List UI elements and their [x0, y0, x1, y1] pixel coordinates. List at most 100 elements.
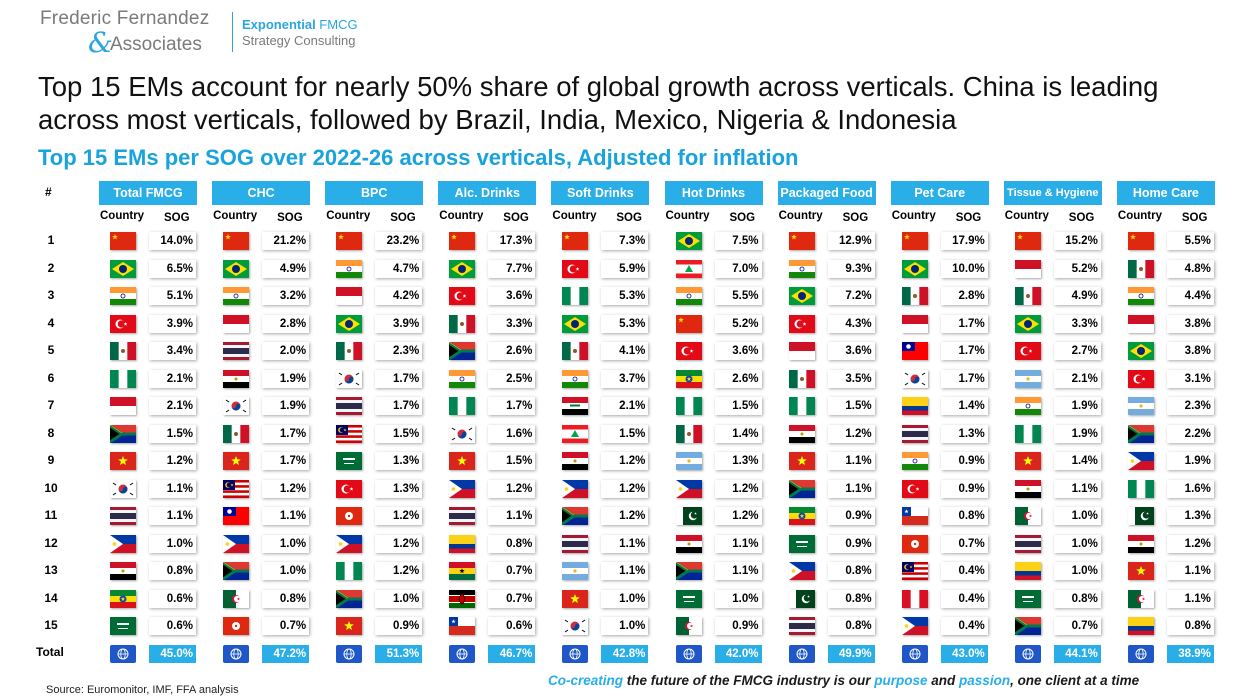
flag-philippines: [110, 534, 136, 553]
sog-column-header: SOG: [1181, 212, 1208, 224]
sog-column-header: SOG: [1068, 212, 1095, 224]
flag-india: [336, 259, 363, 278]
country-column-header: Country: [1004, 210, 1049, 222]
flag-philippines: [788, 562, 815, 580]
flag-colombia: [449, 534, 476, 553]
sog-value: 3.6%: [488, 287, 536, 305]
globe-icon: [1014, 645, 1041, 663]
flag-pakistan: [788, 589, 815, 608]
sog-value: 1.1%: [149, 479, 196, 498]
flag-nigeria: [788, 397, 815, 415]
flag-india: [449, 369, 476, 388]
sog-value: 1.0%: [714, 589, 762, 608]
flag-brazil: [223, 259, 250, 278]
flag-ethiopia: [110, 589, 136, 608]
vertical-header-home-care: Home Care: [1116, 181, 1215, 205]
rank-label: 4: [47, 315, 55, 330]
flag-chile: [901, 507, 928, 525]
globe-icon: [788, 645, 815, 663]
sog-column-header: SOG: [955, 212, 982, 224]
sog-value: 5.9%: [601, 259, 649, 278]
flag-south-korea: [223, 397, 250, 415]
sog-value: 1.7%: [262, 452, 310, 470]
flag-kenya: [449, 589, 476, 608]
vertical-header-chc: CHC: [212, 181, 311, 205]
sog-value: 9.3%: [827, 259, 875, 278]
sog-value: 1.1%: [714, 534, 762, 553]
sog-value: 1.5%: [714, 397, 762, 415]
country-column-header: Country: [439, 210, 484, 222]
sog-value: 1.1%: [149, 507, 196, 525]
sog-value: 2.1%: [149, 397, 196, 415]
flag-south-korea: [449, 424, 476, 443]
logo-tagline-line1: Exponential FMCG: [242, 17, 358, 32]
sog-value: 1.4%: [1053, 452, 1101, 470]
flag-mexico: [336, 342, 363, 360]
flag-indonesia: [336, 287, 363, 305]
rank-label: 14: [44, 590, 58, 605]
logo-firm-line1: Frederic Fernandez: [40, 8, 210, 29]
rank-label: 11: [44, 508, 58, 522]
sog-value: 1.2%: [488, 479, 536, 498]
sog-value: 1.3%: [940, 424, 988, 443]
sog-value: 5.1%: [149, 287, 196, 305]
sog-value: 3.8%: [1166, 342, 1214, 360]
sog-value: 0.8%: [1053, 589, 1101, 608]
flag-india: [223, 287, 250, 305]
flag-south-africa: [788, 479, 815, 498]
total-sog-value: 38.9%: [1166, 645, 1214, 663]
flag-china: [336, 232, 363, 250]
sog-value: 0.8%: [488, 534, 536, 553]
vertical-header-alc-drinks: Alc. Drinks: [438, 181, 537, 205]
flag-philippines: [223, 534, 250, 553]
rank-label: 5: [47, 343, 55, 357]
sog-value: 1.0%: [601, 617, 649, 635]
flag-thailand: [110, 507, 136, 525]
flag-turkey: [901, 479, 928, 498]
flag-china: [449, 232, 476, 250]
sog-column-header: SOG: [277, 212, 303, 224]
sog-column-header: SOG: [729, 212, 756, 224]
flag-argentina: [562, 562, 589, 580]
flag-vietnam: [562, 589, 589, 608]
flag-brazil: [110, 259, 136, 278]
flag-china: [1014, 232, 1041, 250]
sog-value: 1.2%: [375, 507, 423, 525]
sog-value: 0.9%: [714, 617, 762, 635]
flag-colombia: [901, 397, 928, 415]
flag-south-korea: [901, 369, 928, 388]
flag-china: [901, 232, 928, 250]
vertical-header-total-fmcg: Total FMCG: [99, 181, 197, 205]
flag-thailand: [336, 397, 363, 415]
source-note: Source: Euromonitor, IMF, FFA analysis: [46, 684, 239, 696]
sog-value: 3.8%: [1166, 314, 1214, 333]
flag-brazil: [788, 287, 815, 305]
sog-value: 1.7%: [262, 424, 310, 443]
flag-taiwan: [223, 507, 250, 525]
sog-value: 23.2%: [375, 232, 423, 250]
sog-value: 0.4%: [940, 589, 988, 608]
sog-value: 0.9%: [940, 452, 988, 470]
flag-china: [562, 232, 589, 250]
sog-value: 3.9%: [149, 314, 196, 333]
sog-value: 1.0%: [601, 589, 649, 608]
country-column-header: Country: [1117, 210, 1162, 222]
sog-value: 3.2%: [262, 287, 310, 305]
sog-value: 3.3%: [1053, 314, 1101, 333]
sog-column-header: SOG: [390, 212, 416, 224]
sog-value: 1.1%: [1166, 562, 1214, 580]
sog-value: 1.0%: [1053, 534, 1101, 553]
flag-philippines: [675, 479, 702, 498]
sog-value: 21.2%: [262, 232, 310, 250]
flag-south-korea: [562, 617, 589, 635]
flag-malaysia: [223, 479, 250, 498]
sog-value: 3.6%: [714, 342, 762, 360]
sog-value: 4.7%: [375, 259, 423, 278]
flag-mexico: [901, 287, 928, 305]
sog-value: 0.8%: [827, 562, 875, 580]
flag-peru: [901, 589, 928, 608]
sog-value: 1.2%: [601, 479, 649, 498]
sog-value: 1.7%: [940, 369, 988, 388]
flag-egypt: [1014, 479, 1041, 498]
sog-value: 1.1%: [827, 479, 875, 498]
